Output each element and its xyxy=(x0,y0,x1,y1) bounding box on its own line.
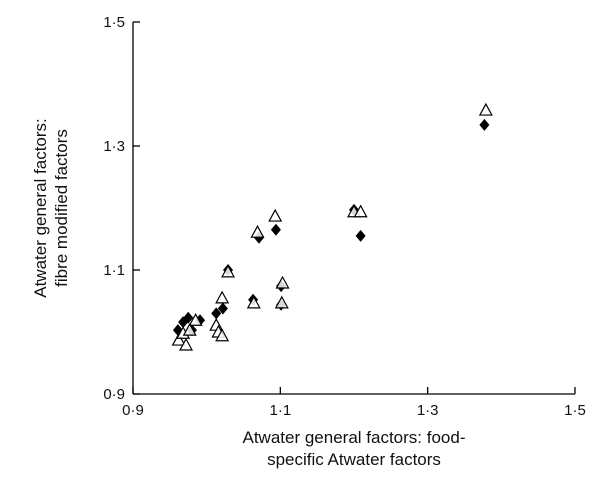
x-axis-label-line1: Atwater general factors: food- xyxy=(242,428,465,447)
triangle-point xyxy=(215,290,230,304)
diamond-point xyxy=(211,307,222,320)
triangle-point xyxy=(182,322,197,336)
diamond-point xyxy=(217,302,228,315)
x-tick-label: 1·3 xyxy=(417,402,439,419)
triangle-point xyxy=(221,264,236,278)
triangle-point xyxy=(188,312,203,326)
triangle-point xyxy=(274,295,289,309)
triangle-point xyxy=(478,102,493,116)
triangle-point xyxy=(215,328,230,342)
y-axis-label-line1: Atwater general factors: xyxy=(31,118,50,298)
triangle-point xyxy=(179,337,194,351)
triangle-point xyxy=(171,332,186,346)
x-tick-label: 1·1 xyxy=(269,402,291,419)
diamond-point xyxy=(270,223,281,236)
triangle-point xyxy=(246,295,261,309)
diamond-point xyxy=(183,311,194,324)
diamond-point xyxy=(479,118,490,131)
x-tick-label: 1·5 xyxy=(564,402,586,419)
x-tick-label: 0·9 xyxy=(122,402,144,419)
triangle-point xyxy=(250,224,265,238)
triangle-point xyxy=(275,275,290,289)
x-axis-label-line2: specific Atwater factors xyxy=(267,450,441,469)
triangle-point xyxy=(353,204,368,218)
y-axis-label-line2: fibre modified factors xyxy=(52,129,71,287)
triangle-point xyxy=(268,208,283,222)
diamond-point xyxy=(355,229,366,242)
y-tick-label: 1·3 xyxy=(103,138,125,155)
y-tick-label: 0·9 xyxy=(103,386,125,403)
y-tick-label: 1·1 xyxy=(103,262,125,279)
y-tick-label: 1·5 xyxy=(103,14,125,31)
